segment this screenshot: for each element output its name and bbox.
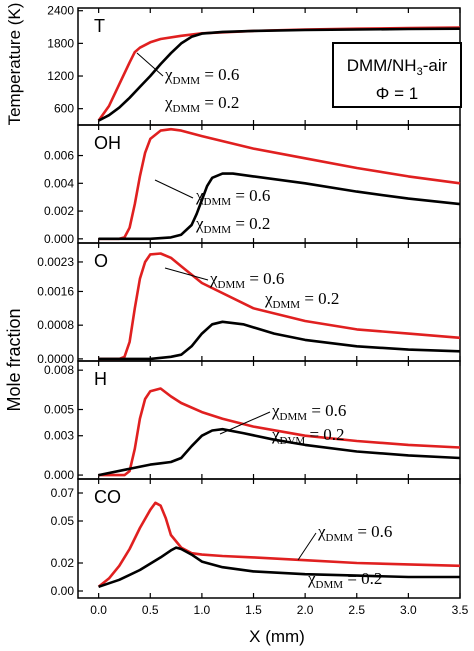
annotation-leader xyxy=(219,411,271,435)
series-line-chi-0-2 xyxy=(98,546,460,589)
y-tick-label: 1200 xyxy=(47,69,74,83)
y-tick-label: 0.008 xyxy=(44,363,74,377)
panel-frame xyxy=(77,478,461,599)
annotation-leader xyxy=(136,52,164,77)
y-tick-label: 0.0008 xyxy=(37,318,74,332)
y-tick-label: 0.0023 xyxy=(37,255,74,269)
svg-text:DMM/NH3-air: DMM/NH3-air xyxy=(347,56,448,78)
chi-annotation: χDMM = 0.2 xyxy=(164,93,239,115)
panel-oh: 0.000 0.002 0.004 0.006 OH xyxy=(44,124,461,246)
y-tick-label: 0.05 xyxy=(51,514,75,528)
y-tick-label: 1800 xyxy=(47,36,74,50)
series-line-chi-0-6 xyxy=(97,501,461,588)
series-line-chi-0-6 xyxy=(98,387,461,477)
annotation-leader xyxy=(154,179,194,199)
y-tick-label: 0.0000 xyxy=(37,352,74,366)
x-tick-label: 1.0 xyxy=(194,603,211,617)
annotation-leader xyxy=(297,532,317,561)
legend-line2: Φ = 1 xyxy=(376,84,418,103)
panel-co: 0.00 0.02 0.05 0.07 CO xyxy=(51,478,461,599)
chi-annotation: χDMM = 0.6 xyxy=(164,65,239,87)
y-tick-label: 0.000 xyxy=(44,232,74,246)
y-tick-label: 0.002 xyxy=(44,204,74,218)
legend-line1-suffix: -air xyxy=(423,56,448,75)
chi-annotation: χDMM = 0.6 xyxy=(317,522,392,544)
y-tick-label: 0.02 xyxy=(51,556,75,570)
y-tick-label: 0.00 xyxy=(51,584,75,598)
series-line-chi-0-6 xyxy=(98,127,461,241)
x-tick-label: 1.5 xyxy=(245,603,262,617)
series-line-chi-0-2 xyxy=(98,427,461,477)
y-tick-label: 600 xyxy=(54,102,74,116)
chi-annotation: χDMM = 0.2 xyxy=(307,569,382,591)
x-tick-label: 2.0 xyxy=(297,603,314,617)
legend-box: DMM/NH3-air Φ = 1 xyxy=(332,42,462,108)
y-tick-label: 0.004 xyxy=(44,176,74,190)
chi-annotation: χDMM = 0.2 xyxy=(264,289,339,311)
series-line-chi-0-6 xyxy=(98,252,461,361)
panel-o: 0.0000 0.0008 0.0016 0.0023 O xyxy=(37,242,461,366)
legend-line1-sub: 3 xyxy=(417,66,423,78)
y-tick-label: 0.005 xyxy=(44,403,74,417)
series-line-chi-0-2 xyxy=(98,172,461,241)
y-tick-label: 0.006 xyxy=(44,149,74,163)
x-tick-label: 2.5 xyxy=(348,603,365,617)
panel-label: OH xyxy=(94,133,121,153)
panel-frame xyxy=(77,360,461,480)
panel-h: 0.000 0.003 0.005 0.008 H xyxy=(44,360,461,482)
chi-annotation: χDMM = 0.2 xyxy=(195,214,270,236)
panel-label: CO xyxy=(94,487,121,507)
y-tick-label: 2400 xyxy=(47,4,74,18)
annotation-leader xyxy=(164,267,209,281)
mole-fraction-axis-label: Mole fraction xyxy=(4,308,24,411)
panel-label: H xyxy=(94,369,107,389)
series-line-chi-0-2 xyxy=(98,27,461,122)
chi-annotation: χDMM = 0.6 xyxy=(195,186,270,208)
chi-annotation: χDVM = 0.2 xyxy=(271,425,345,447)
panel-label: O xyxy=(94,251,108,271)
y-tick-label: 0.000 xyxy=(44,468,74,482)
x-tick-label: 0.5 xyxy=(142,603,159,617)
x-tick-label: 0.0 xyxy=(90,603,107,617)
panel-label: T xyxy=(94,16,105,36)
x-tick-label: 3.0 xyxy=(400,603,417,617)
chi-annotation: χDMM = 0.6 xyxy=(209,269,284,291)
chi-annotation: χDMM = 0.6 xyxy=(271,401,346,423)
x-tick-label: 3.5 xyxy=(452,603,469,617)
y-tick-label: 0.0016 xyxy=(37,284,74,298)
y-tick-label: 0.07 xyxy=(51,486,75,500)
y-tick-label: 0.003 xyxy=(44,429,74,443)
x-axis-label: X (mm) xyxy=(249,627,305,646)
legend-line1: DMM/NH xyxy=(347,56,417,75)
temperature-axis-label: Temperature (K) xyxy=(5,3,24,126)
series-line-chi-0-2 xyxy=(98,320,461,361)
